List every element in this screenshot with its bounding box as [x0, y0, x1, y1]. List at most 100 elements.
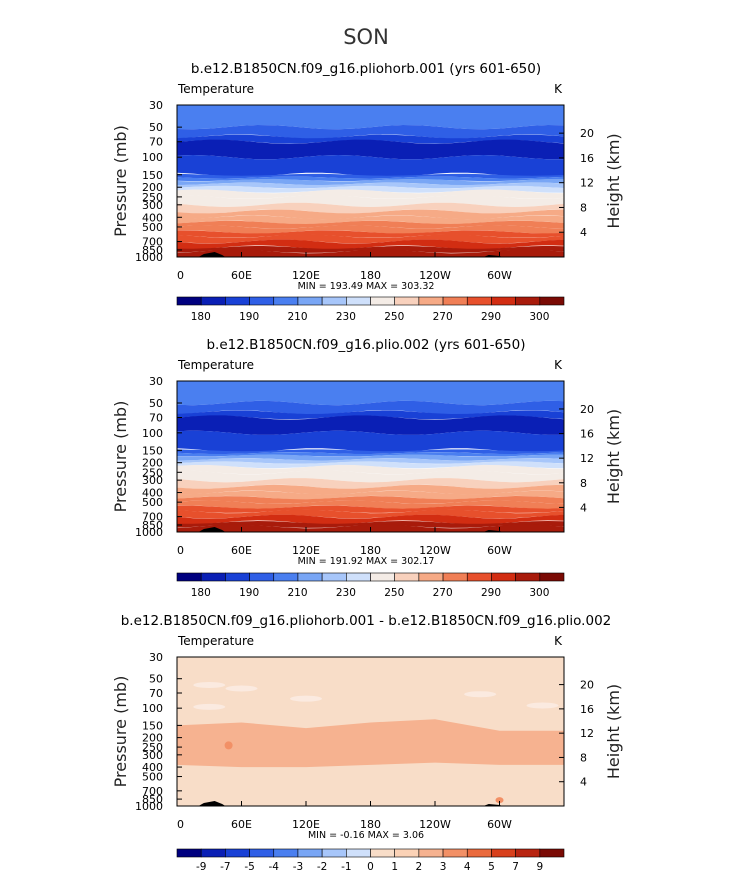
warm-difference-band	[177, 719, 564, 768]
temperature-band	[177, 464, 564, 475]
pressure-tick-label: 100	[142, 151, 163, 164]
temperature-band	[177, 239, 564, 250]
colorbar-swatch	[200, 572, 226, 582]
temperature-band	[177, 225, 564, 234]
pressure-tick-label: 70	[149, 411, 163, 424]
temperature-band	[177, 400, 564, 415]
colorbar-label: 7	[512, 861, 519, 873]
y2-axis-title: Height (km)	[604, 133, 623, 228]
colorbar-swatch	[394, 848, 420, 858]
colorbar-swatch	[321, 848, 347, 858]
colorbar-swatch	[394, 296, 420, 306]
colorbar-swatch	[515, 572, 541, 582]
colorbar-swatch	[442, 572, 468, 582]
colorbar-swatch	[515, 296, 541, 306]
colorbar-swatch	[442, 296, 468, 306]
lon-tick-label: 180	[360, 818, 381, 831]
colorbar-swatch	[176, 296, 202, 306]
units-label: K	[554, 82, 563, 96]
pressure-tick-label: 50	[149, 397, 163, 410]
temperature-band	[177, 461, 564, 469]
variable-label: Temperature	[177, 634, 254, 648]
units-label: K	[554, 358, 563, 372]
height-tick-label: 4	[580, 776, 587, 789]
pressure-tick-label: 50	[149, 121, 163, 134]
temperature-band	[177, 220, 564, 229]
min-max-stats: MIN = 191.92 MAX = 302.17	[298, 556, 435, 567]
colorbar-swatch	[225, 296, 250, 306]
lon-tick-label: 120E	[292, 544, 320, 557]
plot-area	[177, 657, 564, 806]
colorbar-label: 3	[440, 861, 447, 873]
pressure-tick-label: 70	[149, 687, 163, 700]
colorbar-label: -1	[341, 861, 351, 873]
colorbar-swatch	[346, 572, 371, 582]
y2-axis-title: Height (km)	[604, 409, 623, 504]
colorbar-swatch	[442, 848, 468, 858]
colorbar-label: 180	[191, 311, 211, 323]
lon-tick-label: 0	[177, 818, 184, 831]
season-title: SON	[343, 25, 389, 49]
height-tick-label: 4	[580, 501, 587, 514]
colorbar-swatch	[346, 848, 371, 858]
colorbar-label: 290	[481, 311, 501, 323]
pressure-tick-label: 850	[142, 244, 163, 257]
colorbar-swatch	[539, 296, 565, 306]
temperature-band	[177, 430, 564, 453]
colorbar-label: 190	[239, 311, 259, 323]
pressure-tick-label: 500	[142, 221, 163, 234]
temperature-band	[177, 234, 564, 244]
height-tick-label: 20	[580, 679, 594, 692]
colorbar-label: 180	[191, 587, 211, 599]
temperature-band	[177, 202, 564, 214]
units-label: K	[554, 634, 563, 648]
orography	[198, 527, 226, 532]
colorbar-label: 0	[367, 861, 374, 873]
colorbar-swatch	[176, 572, 202, 582]
temperature-band	[177, 134, 564, 144]
colorbar-swatch	[491, 572, 516, 582]
min-max-stats: MIN = 193.49 MAX = 303.32	[298, 281, 435, 292]
lon-tick-label: 180	[360, 544, 381, 557]
colorbar-label: 5	[488, 861, 495, 873]
y-axis-title: Pressure (mb)	[111, 125, 130, 237]
lon-tick-label: 0	[177, 269, 184, 282]
colorbar-label: 230	[336, 587, 356, 599]
y-axis-title: Pressure (mb)	[111, 401, 130, 513]
colorbar-swatch	[273, 296, 299, 306]
temperature-band	[177, 215, 564, 225]
temperature-band	[177, 410, 564, 420]
chart-panel-1: b.e12.B1850CN.f09_g16.pliohorb.001 (yrs …	[111, 61, 623, 323]
temperature-band	[177, 194, 564, 207]
colorbar-label: 4	[464, 861, 471, 873]
colorbar-swatch	[539, 848, 565, 858]
pressure-tick-label: 30	[149, 375, 163, 388]
colorbar-label: -5	[244, 861, 254, 873]
lon-tick-label: 60E	[231, 544, 252, 557]
pressure-tick-label: 850	[142, 793, 163, 806]
colorbar-label: 190	[239, 587, 259, 599]
temperature-band	[177, 245, 564, 253]
y-axis-title: Pressure (mb)	[111, 676, 130, 788]
temperature-band	[177, 490, 564, 500]
colorbar-label: 250	[384, 311, 404, 323]
temperature-band	[177, 454, 564, 461]
pressure-tick-label: 400	[142, 211, 163, 224]
pressure-tick-label: 70	[149, 136, 163, 149]
panel-title: b.e12.B1850CN.f09_g16.pliohorb.001 (yrs …	[191, 61, 541, 77]
lon-tick-label: 120E	[292, 269, 320, 282]
colorbar-swatch	[321, 572, 347, 582]
colorbar-label: -2	[317, 861, 327, 873]
min-max-stats: MIN = -0.16 MAX = 3.06	[308, 830, 424, 841]
pressure-tick-label: 100	[142, 702, 163, 715]
colorbar-swatch	[200, 296, 226, 306]
pressure-tick-label: 300	[142, 749, 163, 762]
lon-tick-label: 120W	[419, 818, 451, 831]
difference-patch	[464, 691, 497, 698]
temperature-band	[177, 176, 564, 182]
height-tick-label: 20	[580, 403, 594, 416]
pressure-tick-label: 30	[149, 99, 163, 112]
pressure-tick-label: 50	[149, 673, 163, 686]
pressure-tick-label: 500	[142, 496, 163, 509]
height-tick-label: 8	[580, 201, 587, 214]
